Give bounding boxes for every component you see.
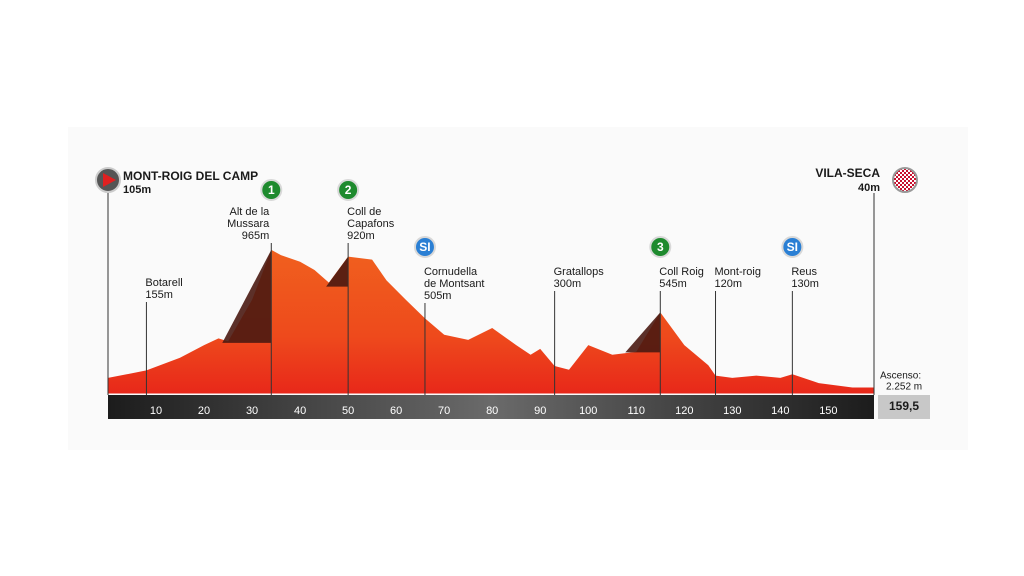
- finish-altitude: 40m: [858, 182, 880, 194]
- waypoint-altitude: 130m: [791, 278, 819, 290]
- ascent-label: Ascenso:: [880, 371, 921, 382]
- x-tick-label: 140: [771, 405, 789, 417]
- x-tick-label: 130: [723, 405, 741, 417]
- waypoint-name: Gratallops: [554, 266, 605, 278]
- climb-shade: [222, 249, 272, 343]
- badge: [337, 179, 360, 201]
- waypoint-name: Cornudella: [424, 266, 478, 278]
- x-tick-label: 100: [579, 405, 597, 417]
- waypoint-altitude: 155m: [145, 289, 173, 301]
- x-tick-label: 80: [486, 405, 498, 417]
- waypoint-name: Coll de: [347, 206, 381, 218]
- waypoint-name: Coll Roig: [659, 266, 704, 278]
- badge-label: 3: [657, 240, 664, 254]
- waypoint-name: Mussara: [227, 218, 270, 230]
- x-tick-label: 60: [390, 405, 402, 417]
- profile-area: [108, 249, 874, 394]
- badge-label: 2: [345, 183, 352, 197]
- start-altitude: 105m: [123, 184, 151, 196]
- distance-box: [878, 395, 930, 419]
- waypoint-altitude: 505m: [424, 290, 452, 302]
- x-tick-label: 20: [198, 405, 210, 417]
- waypoint-name: Capafons: [347, 218, 395, 230]
- badge-label: SI: [787, 240, 798, 254]
- waypoint-altitude: 300m: [554, 278, 582, 290]
- badge-label: 1: [268, 183, 275, 197]
- x-tick-label: 120: [675, 405, 693, 417]
- climb-shade: [625, 312, 661, 353]
- waypoint-name: Reus: [791, 266, 817, 278]
- finish-name: VILA-SECA: [815, 166, 880, 180]
- waypoint-altitude: 120m: [715, 278, 743, 290]
- climb-shade: [326, 256, 349, 287]
- waypoint-altitude: 920m: [347, 230, 375, 242]
- waypoint-name: de Montsant: [424, 278, 485, 290]
- x-tick-label: 70: [438, 405, 450, 417]
- ascent-value: 2.252 m: [886, 382, 922, 393]
- x-tick-label: 110: [628, 405, 646, 417]
- badge: [781, 236, 804, 258]
- start-arrow: [103, 173, 116, 187]
- x-tick-label: 150: [819, 405, 837, 417]
- waypoint-name: Botarell: [145, 277, 182, 289]
- badge: [649, 236, 672, 258]
- waypoint-name: Mont-roig: [715, 266, 761, 278]
- badge: [413, 236, 436, 258]
- badge: [260, 179, 283, 201]
- distance-bar: [108, 395, 874, 419]
- x-tick-label: 90: [534, 405, 546, 417]
- waypoint-altitude: 965m: [242, 230, 270, 242]
- start-name: MONT-ROIG DEL CAMP: [123, 169, 258, 183]
- x-tick-label: 50: [342, 405, 354, 417]
- waypoint-name: Alt de la: [230, 206, 271, 218]
- badge-label: SI: [419, 240, 430, 254]
- x-tick-label: 40: [294, 405, 306, 417]
- finish-icon: [892, 167, 918, 193]
- waypoint-altitude: 545m: [659, 278, 687, 290]
- x-tick-label: 10: [150, 405, 162, 417]
- total-distance: 159,5: [889, 399, 919, 413]
- x-tick-label: 30: [246, 405, 258, 417]
